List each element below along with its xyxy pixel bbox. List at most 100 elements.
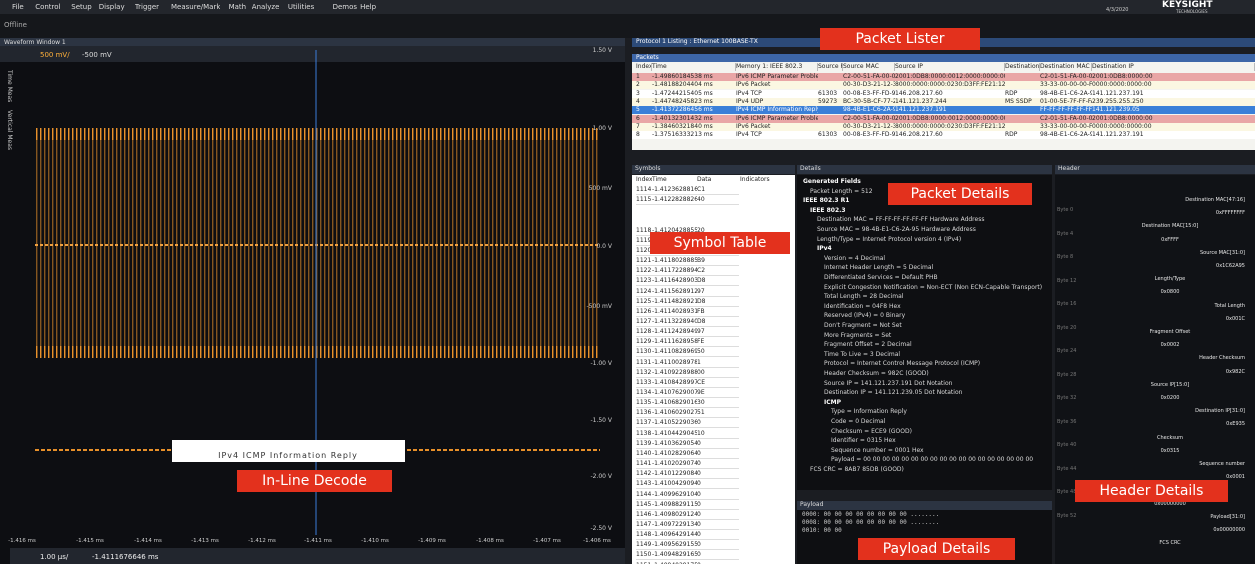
header-field: Destination MAC[47:16] bbox=[1185, 197, 1245, 203]
panel-title: Symbols bbox=[632, 165, 795, 174]
byte-label: Byte 16 bbox=[1057, 301, 1077, 307]
header-field: 0x982C bbox=[1225, 368, 1245, 375]
status-mode: Offline bbox=[4, 21, 27, 29]
symbol-cell: 1130 bbox=[636, 348, 652, 358]
menu-item[interactable]: Trigger bbox=[134, 3, 160, 11]
packet-row[interactable] bbox=[632, 89, 1255, 98]
detail-line: IEEE 802.3 R1 bbox=[803, 197, 850, 205]
symbol-cell: 0 bbox=[697, 480, 739, 490]
packet-cell: -1.38460321840 ms bbox=[652, 122, 713, 130]
packet-cell: C2-01-51-FA-00-00 bbox=[1040, 114, 1092, 122]
symbol-cell: -1.40972291347 ms bbox=[652, 520, 697, 530]
callout: Payload Details bbox=[858, 538, 1015, 560]
packet-cell: 8000:0000:0000:0230:D3FF:FE21:123D:FF02 bbox=[895, 122, 1005, 130]
header-field: 0x0800 bbox=[1160, 289, 1180, 296]
symbol-cell: 1138 bbox=[636, 429, 652, 439]
menu-item[interactable]: Math bbox=[228, 3, 247, 11]
byte-label: Byte 24 bbox=[1057, 348, 1077, 354]
symbol-cell: B9 bbox=[697, 257, 739, 267]
packet-row[interactable] bbox=[632, 114, 1255, 123]
column-header: Source Port bbox=[818, 63, 843, 71]
packet-cell: 00-30-D3-21-12-3D bbox=[843, 122, 895, 130]
menu-item[interactable]: Analyze bbox=[251, 3, 280, 11]
x-label: -1.409 ms bbox=[418, 538, 446, 544]
packet-cell: 98-4B-E1-C6-2A-95 bbox=[843, 106, 895, 114]
header-field: 0x0002 bbox=[1160, 342, 1180, 349]
packet-row[interactable] bbox=[632, 81, 1255, 90]
menu-bar bbox=[0, 0, 1255, 14]
packet-row[interactable] bbox=[632, 73, 1255, 81]
detail-line: IPv4 bbox=[817, 245, 832, 253]
detail-line: Differentiated Services = Default PHB bbox=[824, 274, 938, 281]
symbol-cell: 1124 bbox=[636, 287, 652, 297]
symbol-cell: 1 bbox=[697, 359, 739, 368]
detail-line: Explicit Congestion Notification = Non-E… bbox=[824, 283, 1043, 291]
symbol-cell: -1.41076290076 ms bbox=[652, 389, 697, 398]
header-field: Destination MAC[15:0] bbox=[1141, 223, 1199, 230]
symbol-cell: FE bbox=[697, 338, 739, 348]
packet-cell: 2001:0DB8:0000:00 bbox=[1092, 114, 1153, 122]
x-label: -1.410 ms bbox=[361, 538, 389, 544]
x-label: -1.413 ms bbox=[191, 538, 219, 544]
header-field: 0x00000000 bbox=[1213, 527, 1245, 533]
detail-line: Fragment Offset = 2 Decimal bbox=[824, 341, 912, 349]
callout: Symbol Table bbox=[650, 232, 790, 254]
byte-label: Byte 8 bbox=[1057, 254, 1074, 260]
menu-item[interactable]: Utilities bbox=[287, 3, 315, 11]
detail-line: More Fragments = Set bbox=[824, 331, 892, 339]
symbol-cell: 1146 bbox=[636, 510, 652, 520]
packet-cell: 98-4B-E1-C6-2A-95 bbox=[1040, 131, 1092, 139]
symbol-cell: -1.41020290744 ms bbox=[652, 460, 697, 470]
symbol-cell: 50 bbox=[697, 348, 739, 358]
y-label: 1.50 V bbox=[593, 47, 613, 54]
byte-label: Byte 48 bbox=[1057, 489, 1077, 495]
menu-item[interactable]: Setup bbox=[71, 3, 92, 11]
packet-cell: 33-33-00-00-00-FB bbox=[1040, 81, 1092, 89]
symbol-cell: 1118 bbox=[636, 226, 652, 236]
menu-item[interactable]: Display bbox=[98, 3, 125, 11]
x-label: -1.406 ms bbox=[583, 538, 611, 544]
packet-row[interactable] bbox=[632, 131, 1255, 140]
symbol-cell: 0 bbox=[697, 470, 739, 480]
packet-cell: 141.121.237.191 bbox=[895, 106, 947, 114]
menu-item[interactable]: Help bbox=[360, 3, 377, 11]
y-label: -1.00 V bbox=[590, 360, 612, 367]
header-field: Checksum bbox=[1156, 434, 1184, 441]
symbol-cell: D8 bbox=[697, 318, 739, 327]
menu-item[interactable]: Measure/Mark bbox=[171, 3, 221, 11]
packet-row[interactable] bbox=[632, 97, 1255, 106]
symbol-cell: 1150 bbox=[636, 551, 652, 561]
symbol-cell: D8 bbox=[697, 298, 739, 307]
packet-cell: IPv6 ICMP Parameter Problem bbox=[736, 73, 818, 80]
symbol-cell: 0 bbox=[697, 551, 739, 561]
menu-item[interactable]: File bbox=[12, 3, 24, 11]
header-field: 0xFFFFFFFF bbox=[1215, 210, 1245, 217]
symbol-cell: 1143 bbox=[636, 480, 652, 490]
packet-cell: C2-00-51-FA-00-00 bbox=[843, 114, 895, 122]
symbol-cell: FB bbox=[697, 308, 739, 317]
packet-cell: 98-4B-E1-C6-2A-95 bbox=[1040, 89, 1092, 97]
y-label: -2.00 V bbox=[590, 473, 612, 480]
detail-line: Time To Live = 3 Decimal bbox=[824, 350, 901, 358]
symbol-cell: 1132 bbox=[636, 368, 652, 378]
packet-cell: -1.40132301432 ms bbox=[652, 114, 713, 122]
scale: 500 mV/ bbox=[40, 51, 70, 59]
menu-item[interactable]: Control bbox=[35, 3, 61, 11]
symbol-cell: -1.40940291753 ms bbox=[652, 562, 697, 564]
packet-row[interactable] bbox=[632, 106, 1255, 115]
packet-cell: RDP bbox=[1005, 131, 1018, 139]
detail-line: Version = 4 Decimal bbox=[824, 254, 886, 262]
byte-label: Byte 32 bbox=[1057, 395, 1077, 401]
symbol-cell: 1125 bbox=[636, 297, 652, 307]
symbol-cell: -1.41012290849 ms bbox=[652, 470, 697, 480]
callout: Packet Lister bbox=[820, 28, 980, 50]
y-label: 500 mV bbox=[589, 185, 613, 192]
packet-cell: 8000:0000:0000:0230:D3FF:FE21:123D:FF02 bbox=[895, 81, 1005, 89]
header-field: 0xE935 bbox=[1226, 421, 1245, 428]
symbol-cell: C2 bbox=[697, 267, 739, 277]
detail-line: Source MAC = 98-4B-E1-C6-2A-95 Hardware … bbox=[817, 226, 976, 233]
menu-item[interactable]: Demos bbox=[332, 3, 358, 11]
packet-row[interactable] bbox=[632, 122, 1255, 131]
detail-line: Reserved (IPv4) = 0 Binary bbox=[824, 312, 906, 320]
